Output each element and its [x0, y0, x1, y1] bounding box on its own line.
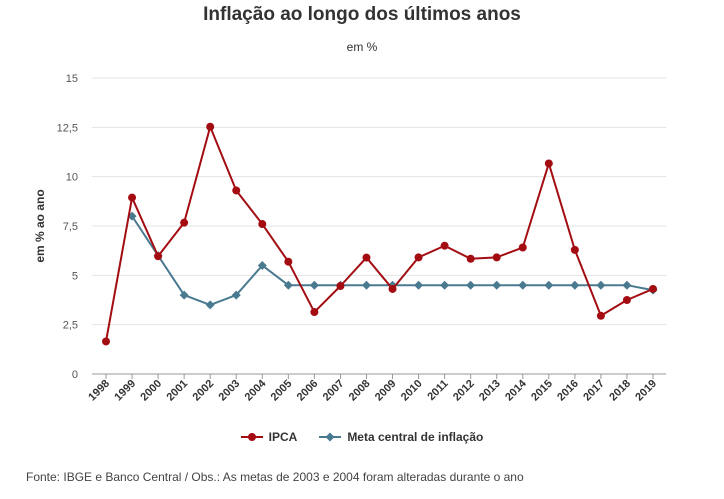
data-point[interactable]: [388, 284, 397, 293]
x-tick-label: 2019: [633, 378, 659, 404]
data-point[interactable]: [205, 300, 215, 310]
legend: IPCA Meta central de inflação: [0, 430, 724, 444]
data-point[interactable]: [544, 280, 554, 290]
data-point[interactable]: [284, 257, 293, 266]
y-tick-label: 2,5: [63, 320, 78, 332]
x-tick-label: 2007: [321, 378, 347, 404]
y-axis-label: em % ao ano: [33, 189, 47, 262]
source-note: Fonte: IBGE e Banco Central / Obs.: As m…: [26, 470, 524, 484]
data-point[interactable]: [414, 280, 424, 290]
x-tick-label: 2009: [373, 378, 399, 404]
series-line: [105, 125, 654, 342]
data-point[interactable]: [128, 193, 137, 202]
data-point[interactable]: [492, 280, 502, 290]
data-point[interactable]: [440, 241, 449, 250]
x-axis-ticks: 1998 1999 2000 2001 2002 2003 2004 2005 2006 2007…: [86, 374, 659, 403]
data-point[interactable]: [622, 296, 631, 304]
legend-meta-marker-icon: [319, 432, 342, 442]
data-point[interactable]: [596, 311, 605, 320]
grid-lines: [92, 77, 666, 326]
legend-ipca-marker-icon: [240, 433, 263, 441]
data-point[interactable]: [257, 260, 267, 270]
y-tick-label: 5: [72, 270, 78, 282]
x-tick-label: 2005: [269, 378, 295, 404]
data-point[interactable]: [466, 280, 476, 290]
data-point[interactable]: [544, 159, 553, 168]
y-tick-label: 15: [66, 73, 78, 85]
y-axis-ticks: 0 2,5 5 7,5 10 12,5 15: [57, 73, 78, 381]
x-tick-label: 2012: [451, 378, 477, 404]
x-tick-label: 2015: [529, 378, 555, 404]
data-point[interactable]: [336, 281, 345, 290]
series-ipca: [102, 122, 657, 346]
chart-subtitle: em %: [346, 40, 378, 54]
data-point[interactable]: [361, 280, 371, 290]
x-tick-label: 2008: [347, 378, 373, 404]
x-tick-label: 2004: [243, 377, 269, 403]
data-point[interactable]: [414, 253, 423, 262]
data-point[interactable]: [309, 280, 319, 290]
data-point[interactable]: [492, 253, 501, 262]
data-point[interactable]: [518, 243, 527, 252]
x-tick-label: 1999: [112, 378, 138, 404]
y-tick-label: 7,5: [63, 221, 78, 233]
data-point[interactable]: [310, 308, 319, 317]
data-point[interactable]: [206, 122, 215, 131]
data-point[interactable]: [232, 186, 241, 195]
data-point[interactable]: [518, 280, 528, 290]
data-point[interactable]: [102, 337, 110, 346]
data-point[interactable]: [622, 280, 632, 290]
x-tick-label: 2014: [503, 377, 529, 403]
x-tick-label: 2016: [555, 378, 581, 404]
x-tick-label: 2003: [217, 378, 243, 404]
data-point[interactable]: [231, 290, 241, 300]
x-tick-label: 2010: [399, 378, 425, 404]
data-point[interactable]: [362, 253, 371, 262]
x-tick-label: 2002: [191, 378, 217, 404]
data-point[interactable]: [258, 220, 267, 229]
data-point[interactable]: [649, 284, 657, 293]
legend-item-ipca[interactable]: IPCA: [240, 430, 298, 444]
x-tick-label: 2006: [295, 378, 321, 404]
x-tick-label: 2018: [607, 378, 633, 404]
chart-title: Inflação ao longo dos últimos anos: [203, 4, 521, 25]
x-tick-label: 2013: [477, 378, 503, 404]
data-point[interactable]: [179, 290, 189, 300]
y-tick-label: 0: [72, 369, 78, 381]
series-layer: [102, 122, 658, 346]
x-tick-label: 2017: [581, 378, 607, 404]
y-tick-label: 12,5: [57, 122, 78, 134]
data-point[interactable]: [596, 280, 606, 290]
y-tick-label: 10: [66, 172, 78, 184]
legend-label-meta: Meta central de inflação: [347, 430, 484, 444]
data-point[interactable]: [570, 245, 579, 254]
x-tick-label: 2000: [138, 378, 164, 404]
data-point[interactable]: [466, 254, 475, 263]
x-tick-label: 2011: [425, 378, 450, 403]
x-tick-label: 1998: [86, 378, 112, 404]
data-point[interactable]: [180, 218, 189, 227]
legend-label-ipca: IPCA: [268, 430, 298, 444]
data-point[interactable]: [154, 252, 163, 261]
data-point[interactable]: [440, 280, 450, 290]
data-point[interactable]: [283, 280, 293, 290]
legend-item-meta[interactable]: Meta central de inflação: [319, 430, 483, 444]
x-tick-label: 2001: [164, 378, 190, 404]
data-point[interactable]: [570, 280, 580, 290]
